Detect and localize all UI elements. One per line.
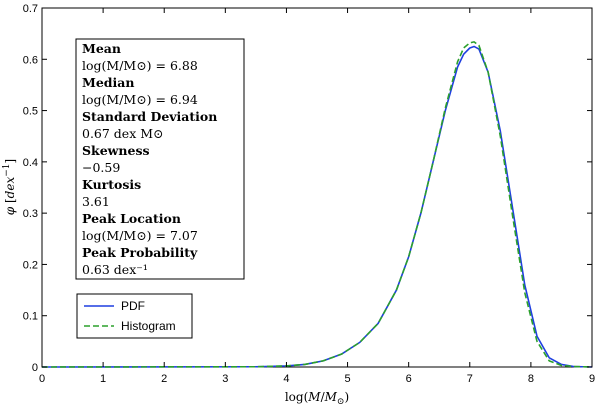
x-tick-label: 9 <box>589 373 595 385</box>
stat-heading: Median <box>82 75 134 90</box>
y-tick-label: 0.3 <box>23 208 38 220</box>
x-axis-label: log(M/M⊙) <box>285 390 349 407</box>
x-tick-label: 8 <box>528 373 534 385</box>
stats-box: Mean log(M/M⊙) = 6.88 Median log(M/M⊙) = 6.… <box>75 38 245 280</box>
stat-value: 0.63 dex⁻¹ <box>82 262 148 277</box>
stats-box-frame <box>75 38 245 280</box>
y-tick-label: 0.5 <box>23 106 38 118</box>
stat-value: −0.59 <box>82 160 120 175</box>
stat-value: 3.61 <box>82 194 110 209</box>
series-group <box>41 41 593 368</box>
series-line-histogram <box>41 41 593 368</box>
x-tick-label: 6 <box>406 373 412 385</box>
x-tick-label: 2 <box>161 373 167 385</box>
legend-label-histogram: Histogram <box>121 319 176 333</box>
stat-value: log(M/M⊙) = 6.94 <box>82 92 198 107</box>
x-tick-label: 3 <box>222 373 228 385</box>
legend: PDF Histogram <box>76 293 193 339</box>
stat-heading: Kurtosis <box>82 177 141 192</box>
stats-lines: Mean log(M/M⊙) = 6.88 Median log(M/M⊙) = 6.… <box>82 41 217 277</box>
y-tick-label: 0.2 <box>23 259 38 271</box>
stat-heading: Peak Probability <box>82 245 198 260</box>
y-tick-label: 0.1 <box>23 311 38 323</box>
stat-value: log(M/M⊙) = 7.07 <box>82 228 198 243</box>
legend-frame <box>76 293 193 339</box>
stat-value: log(M/M⊙) = 6.88 <box>82 58 198 73</box>
x-tick-label: 5 <box>344 373 350 385</box>
y-tick-label: 0 <box>32 362 38 374</box>
x-tick-label: 0 <box>39 373 45 385</box>
y-tick-label: 0.6 <box>23 54 38 66</box>
y-tick-label: 0.7 <box>23 3 38 15</box>
stat-heading: Peak Location <box>82 211 181 226</box>
y-tick-label: 0.4 <box>23 157 38 169</box>
y-axis-label: φ [dex−1] <box>2 159 17 215</box>
x-tick-label: 1 <box>100 373 106 385</box>
ticks-group: 0 1 2 3 4 5 6 7 8 9 0 0.1 0.2 0.3 0.4 0.5 0.6 0.7 <box>23 3 595 385</box>
stat-heading: Skewness <box>82 143 150 158</box>
x-tick-label: 4 <box>283 373 289 385</box>
stat-value: 0.67 dex M⊙ <box>82 126 164 141</box>
stat-heading: Standard Deviation <box>82 109 217 124</box>
stat-heading: Mean <box>82 41 121 56</box>
x-tick-label: 7 <box>467 373 473 385</box>
legend-label-pdf: PDF <box>121 299 145 313</box>
